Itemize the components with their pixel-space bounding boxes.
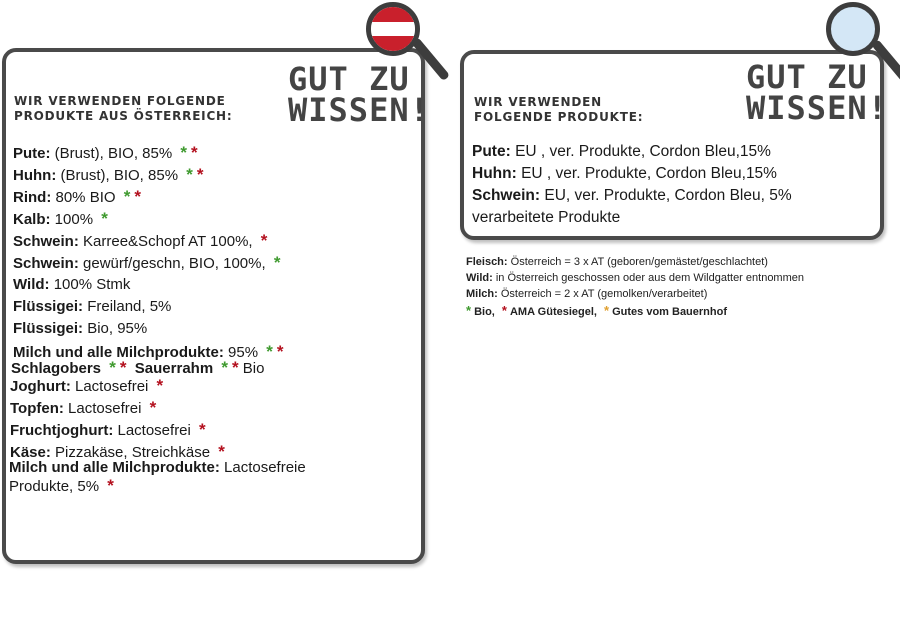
bio-star-icon: * [109,358,116,377]
ama-star-icon: * [156,376,164,395]
list-item: Wild: 100% Stmk [13,276,131,293]
ama-star-icon: * [149,398,157,417]
bio-star-icon: * [466,303,472,318]
magnifier-icon [826,2,880,56]
bauernhof-star-icon: * [604,303,610,318]
ama-star-icon: * [260,231,268,250]
list-item: verarbeitete Produkte [472,209,621,226]
list-item: Joghurt: Lactosefrei * [10,376,164,396]
ama-star-icon: * [191,143,198,162]
ama-star-icon: * [119,358,127,377]
ama-star-icon: * [231,358,239,377]
list-item: Schlagobers * * Sauerrahm * * Bio [11,358,265,378]
bio-star-icon: * [273,253,281,272]
bio-star-icon: * [123,187,131,206]
list-item: Schwein: EU, ver. Produkte, Cordon Bleu,… [472,187,792,204]
other-products-card [460,50,884,240]
list-item: Pute: EU , ver. Produkte, Cordon Bleu,15… [472,143,771,160]
list-item: Milch und alle Milchprodukte: Lactosefre… [9,459,306,476]
austria-card-heading: WIR VERWENDEN FOLGENDE PRODUKTE AUS ÖSTE… [14,94,233,123]
legend-fleisch: Fleisch: Österreich = 3 x AT (geboren/ge… [466,256,768,268]
other-card-heading: WIR VERWENDEN FOLGENDE PRODUKTE: [474,95,644,124]
bio-star-icon: * [221,358,228,377]
ama-star-icon: * [107,476,114,495]
austria-products-card [2,48,425,564]
list-item: Pute: (Brust), BIO, 85% * * [13,143,198,163]
legend-stars: * Bio, * AMA Gütesiegel, * Gutes vom Bauern… [466,303,727,318]
list-item: Milch und alle Milchprodukte: 95% * * [13,342,284,362]
list-item-continuation: Produkte, 5% * [9,476,114,496]
legend-milch: Milch: Österreich = 2 x AT (gemolken/ver… [466,288,708,300]
bio-star-icon: * [186,165,193,184]
list-item: Huhn: EU , ver. Produkte, Cordon Bleu,15… [472,165,777,182]
list-item: Schwein: Karree&Schopf AT 100%, * [13,231,268,251]
bio-star-icon: * [180,143,188,162]
list-item: Kalb: 100% * [13,209,108,229]
list-item: Flüssigei: Freiland, 5% [13,298,172,315]
ama-star-icon: * [276,342,284,361]
list-item: Käse: Pizzakäse, Streichkäse * [10,442,225,462]
ama-star-icon: * [218,442,225,461]
legend-wild: Wild: in Österreich geschossen oder aus … [466,272,804,284]
austria-card-title: GUT ZU WISSEN! [288,60,430,129]
list-item: Topfen: Lactosefrei * [10,398,157,418]
austria-flag-magnifier-icon [366,2,420,56]
list-item: Schwein: gewürf/geschn, BIO, 100%, * [13,253,281,273]
list-item: Rind: 80% BIO * * [13,187,141,207]
ama-star-icon: * [134,187,141,206]
list-item: Flüssigei: Bio, 95% [13,320,148,337]
other-card-title: GUT ZU WISSEN! [746,58,888,127]
ama-star-icon: * [196,165,204,184]
bio-star-icon: * [266,342,273,361]
bio-star-icon: * [101,209,108,228]
ama-star-icon: * [501,303,507,318]
ama-star-icon: * [199,420,206,439]
list-item: Huhn: (Brust), BIO, 85% * * [13,165,204,185]
list-item: Fruchtjoghurt: Lactosefrei * [10,420,206,440]
